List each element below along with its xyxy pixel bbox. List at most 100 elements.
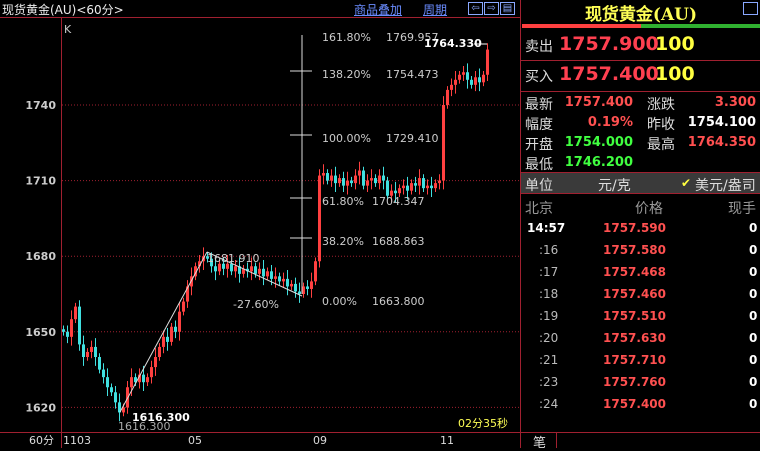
tick-price: 1757.580 (603, 243, 667, 257)
stat-label: 幅度 (525, 117, 553, 133)
candle (166, 336, 169, 342)
candle (354, 175, 357, 184)
candle (406, 185, 409, 191)
candle (382, 175, 385, 181)
candlestick-chart[interactable]: K 1740 1710 1680 1650 1620 161.80% 1769.957 13… (0, 18, 520, 448)
candle (474, 77, 477, 85)
candle (414, 183, 417, 186)
tick-volume: 0 (749, 331, 758, 345)
candle (346, 180, 349, 186)
candle (210, 258, 213, 267)
tick-price: 1757.760 (603, 375, 667, 389)
tick-price: 1757.460 (603, 287, 667, 301)
candle (398, 188, 401, 194)
col-volume: 现手 (728, 201, 756, 217)
candle (174, 326, 177, 332)
stat-value: 1754.100 (687, 115, 756, 130)
tick-row: :24 1757.400 0 (521, 395, 760, 415)
candle (310, 281, 313, 289)
candle (430, 185, 433, 189)
period-link[interactable]: 周期 (423, 3, 448, 17)
x-tick-label: 05 (188, 434, 202, 447)
candle (370, 178, 373, 181)
overlay-link[interactable]: 商品叠加 (354, 3, 403, 17)
candle (186, 286, 189, 302)
stat-value: 1764.350 (687, 135, 756, 150)
unit-row: 单位 元/克 ✔ 美元/盎司 (521, 172, 760, 194)
candle (234, 266, 237, 272)
tick-time: :24 (539, 397, 559, 411)
stat-label: 开盘 (525, 137, 553, 153)
candle (338, 178, 341, 184)
scroll-left-icon[interactable]: ⇦ (468, 2, 483, 15)
stat-value: 1746.200 (564, 155, 633, 170)
unit-cny-option[interactable]: 元/克 (598, 178, 631, 194)
fib-price: 1729.410 (386, 132, 439, 145)
candle (274, 276, 277, 279)
candle (238, 266, 241, 274)
tick-row: :19 1757.510 0 (521, 307, 760, 327)
unit-label: 单位 (525, 178, 553, 194)
candle (362, 170, 365, 186)
candle (154, 357, 157, 368)
candle (138, 374, 141, 383)
tick-row: :18 1757.460 0 (521, 285, 760, 305)
tick-volume: 0 (749, 287, 758, 301)
candle (82, 344, 85, 357)
x-tick-label: 1103 (63, 434, 91, 447)
candle (446, 89, 449, 105)
stat-value: 1754.000 (564, 135, 633, 150)
candle (326, 173, 329, 181)
candle (110, 387, 113, 393)
tick-volume: 0 (749, 353, 758, 367)
candle (418, 178, 421, 186)
fib-pct: 138.20% (322, 68, 371, 81)
candle (130, 377, 133, 388)
candle (258, 268, 261, 274)
low-label: 1616.300 (132, 411, 190, 424)
fib-pct: 161.80% (322, 31, 371, 44)
candle (330, 175, 333, 181)
tick-price: 1757.630 (603, 331, 667, 345)
candle (78, 306, 81, 345)
stat-label: 最新 (525, 97, 553, 113)
stat-label: 涨跌 (647, 97, 675, 113)
candle (198, 261, 201, 267)
fib-pct: 100.00% (322, 132, 371, 145)
layout-icon[interactable]: ▤ (500, 2, 515, 15)
col-price: 价格 (635, 201, 663, 217)
candle (98, 357, 101, 370)
candle (350, 180, 353, 184)
tab-trades[interactable]: 笔 (525, 432, 557, 451)
candle (222, 263, 225, 269)
tick-price: 1757.400 (603, 397, 667, 411)
candle (146, 377, 149, 383)
candle (194, 266, 197, 277)
y-tick-label: 1680 (25, 250, 56, 263)
buy-label: 买入 (525, 69, 553, 85)
candle (426, 185, 429, 189)
quote-panel: 现货黄金(AU) 卖出 1757.900 100 买入 1757.400 100… (520, 0, 760, 451)
candle (318, 175, 321, 262)
candle (114, 392, 117, 403)
sell-label: 卖出 (525, 39, 553, 55)
candle (294, 283, 297, 292)
tick-time: :19 (539, 309, 559, 323)
maximize-icon[interactable] (743, 2, 758, 15)
candle (106, 377, 109, 388)
unit-usd-option[interactable]: 美元/盎司 (695, 178, 756, 194)
candle (230, 263, 233, 272)
sell-price: 1757.900 (559, 33, 659, 55)
tick-row: :20 1757.630 0 (521, 329, 760, 349)
x-tick-label: 09 (313, 434, 327, 447)
candle (214, 266, 217, 272)
tick-price: 1757.510 (603, 309, 667, 323)
candle (66, 331, 69, 337)
candle (302, 286, 305, 294)
y-tick-label: 1650 (25, 326, 56, 339)
candle (162, 336, 165, 347)
candle (270, 271, 273, 279)
scroll-right-icon[interactable]: ⇨ (484, 2, 499, 15)
candle (250, 266, 253, 272)
buy-volume: 100 (655, 63, 695, 85)
